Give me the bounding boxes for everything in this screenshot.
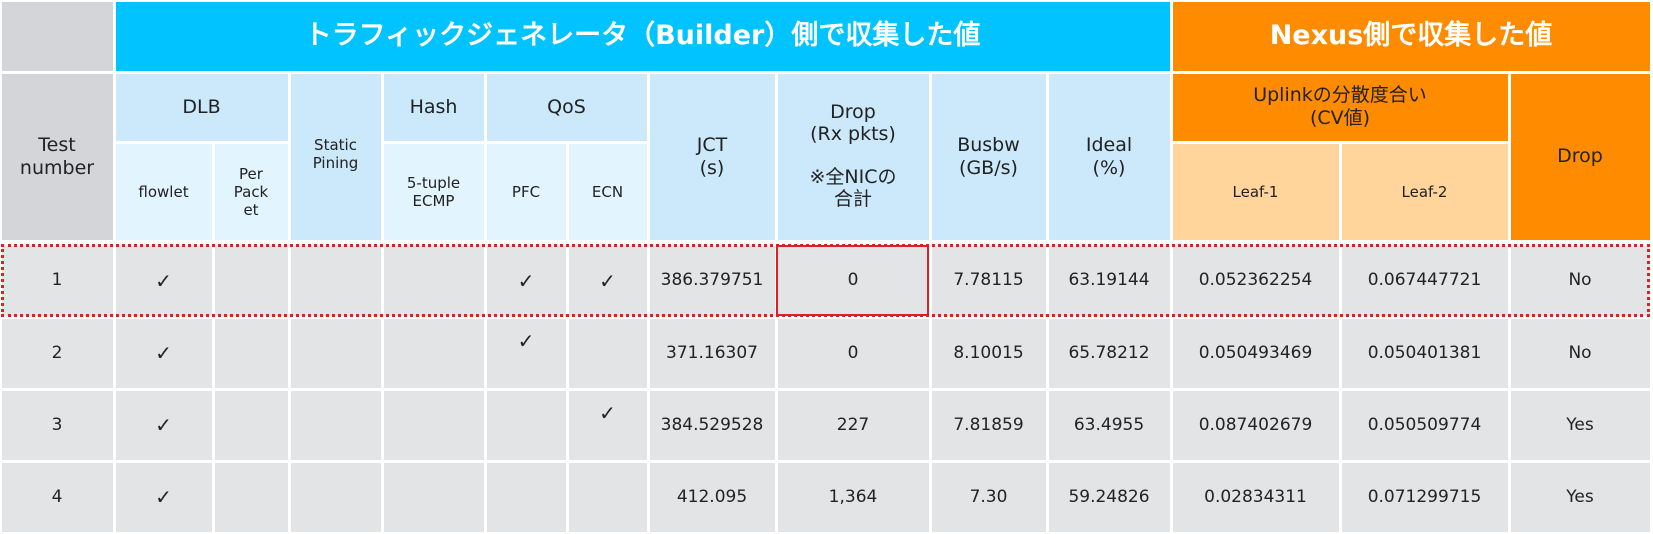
table-cell: ✓ xyxy=(115,318,212,388)
table-cell xyxy=(486,390,566,460)
table-cell xyxy=(568,462,647,532)
table-cell: ✓ xyxy=(115,390,212,460)
table-cell: 0.052362254 xyxy=(1172,245,1339,316)
table-cell: 7.78115 xyxy=(931,245,1046,316)
table-cell xyxy=(568,318,647,388)
table-cell: ✓ xyxy=(486,318,566,388)
table-cell: 386.379751 xyxy=(649,245,775,316)
group-header: Nexus側で収集した値 xyxy=(1172,1,1650,71)
table-cell: ✓ xyxy=(486,245,566,316)
table-cell: 4 xyxy=(1,462,113,532)
table-cell: 0 xyxy=(777,318,929,388)
table-cell xyxy=(290,390,381,460)
group-header: トラフィックジェネレータ（Builder）側で収集した値 xyxy=(115,1,1170,71)
column-header: Ideal (%) xyxy=(1048,73,1170,240)
table-cell: 0 xyxy=(777,245,929,316)
table-cell xyxy=(383,318,484,388)
table-cell: 0.067447721 xyxy=(1341,245,1508,316)
table-cell: Yes xyxy=(1510,462,1650,532)
table-cell xyxy=(486,462,566,532)
table-cell xyxy=(214,390,288,460)
table-cell: 0.050401381 xyxy=(1341,318,1508,388)
column-header: Drop xyxy=(1510,73,1650,240)
sub-header: flowlet xyxy=(115,143,212,240)
column-header: Static Pining xyxy=(290,73,381,240)
table-cell: 0.050493469 xyxy=(1172,318,1339,388)
table-cell: 1 xyxy=(1,245,113,316)
sub-header: Leaf-2 xyxy=(1341,143,1508,240)
table-cell: 63.4955 xyxy=(1048,390,1170,460)
table-cell: No xyxy=(1510,318,1650,388)
corner-cell xyxy=(1,1,113,71)
column-header: QoS xyxy=(486,73,647,141)
column-header: Test number xyxy=(1,73,113,240)
table-cell: 63.19144 xyxy=(1048,245,1170,316)
table-cell: ✓ xyxy=(115,245,212,316)
column-header: DLB xyxy=(115,73,288,141)
table-cell: 371.16307 xyxy=(649,318,775,388)
table-cell: 227 xyxy=(777,390,929,460)
table-cell: 0.087402679 xyxy=(1172,390,1339,460)
table-cell: 7.30 xyxy=(931,462,1046,532)
table-cell xyxy=(214,318,288,388)
table-cell: 0.050509774 xyxy=(1341,390,1508,460)
table-cell xyxy=(383,390,484,460)
column-header: JCT (s) xyxy=(649,73,775,240)
table-cell: 1,364 xyxy=(777,462,929,532)
column-header: Hash xyxy=(383,73,484,141)
sub-header: 5-tuple ECMP xyxy=(383,143,484,240)
table-cell xyxy=(290,462,381,532)
sub-header: Leaf-1 xyxy=(1172,143,1339,240)
table-cell: 412.095 xyxy=(649,462,775,532)
table-cell: Yes xyxy=(1510,390,1650,460)
table-cell xyxy=(290,318,381,388)
table-cell xyxy=(290,245,381,316)
sub-header: ECN xyxy=(568,143,647,240)
sub-header: Per Pack et xyxy=(214,143,288,240)
table-cell xyxy=(383,245,484,316)
column-header: Drop (Rx pkts) ※全NICの 合計 xyxy=(777,73,929,240)
table-cell: 2 xyxy=(1,318,113,388)
table-cell xyxy=(214,245,288,316)
table-cell: 65.78212 xyxy=(1048,318,1170,388)
table-cell: ✓ xyxy=(568,245,647,316)
table-cell: 3 xyxy=(1,390,113,460)
column-header: Busbw (GB/s) xyxy=(931,73,1046,240)
table-cell: 0.071299715 xyxy=(1341,462,1508,532)
table-cell: 7.81859 xyxy=(931,390,1046,460)
sub-header: PFC xyxy=(486,143,566,240)
column-header: Uplinkの分散度合い (CV値) xyxy=(1172,73,1508,141)
table-cell: 8.10015 xyxy=(931,318,1046,388)
table-cell: 59.24826 xyxy=(1048,462,1170,532)
table-cell: 384.529528 xyxy=(649,390,775,460)
table-cell xyxy=(383,462,484,532)
table-cell: 0.02834311 xyxy=(1172,462,1339,532)
table-cell: ✓ xyxy=(115,462,212,532)
table-cell xyxy=(214,462,288,532)
table-cell: No xyxy=(1510,245,1650,316)
table-cell: ✓ xyxy=(568,390,647,460)
